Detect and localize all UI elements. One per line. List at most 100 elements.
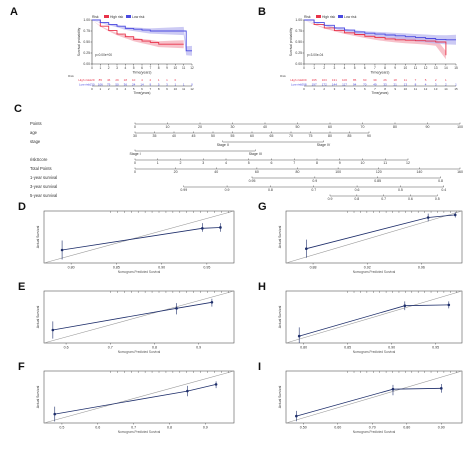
- x-axis-title: Nomogram-Predicted Survival: [353, 350, 396, 354]
- risk-table-count: 195: [312, 78, 317, 82]
- y-axis-title: Actual Survival: [278, 386, 282, 409]
- legend-label: Low risk: [132, 15, 145, 19]
- risk-table-count: 29: [115, 78, 119, 82]
- risk-table-x-tick: 6: [364, 87, 366, 91]
- risk-table-count: 4: [141, 78, 143, 82]
- calibration-point: [295, 414, 298, 418]
- calibration-point: [214, 383, 218, 386]
- risk-table-x-tick: 10: [404, 87, 408, 91]
- legend-swatch: [104, 15, 109, 18]
- nomogram-tick-label: 60: [250, 134, 254, 138]
- calibration-point: [305, 247, 308, 250]
- x-tick-label: 0.8: [167, 426, 172, 430]
- risk-table-x-tick: 4: [124, 87, 126, 91]
- nomogram-tick-label: 0.8: [438, 179, 443, 183]
- y-tick-label: 0.25: [83, 51, 90, 55]
- calibration-chart-d: 0.80 0.85 0.90 0.95 Nomogram-Predicted Survi…: [36, 210, 235, 274]
- risk-table-count: 1: [166, 78, 168, 82]
- y-axis-title: Actual Survival: [278, 306, 282, 329]
- x-tick-label: 9: [166, 66, 168, 70]
- x-tick-label: 0.90: [158, 266, 165, 270]
- nomogram-tick-label: 45: [192, 134, 196, 138]
- risk-table-x-tick: 0: [303, 87, 305, 91]
- calibration-point: [175, 307, 178, 310]
- x-tick-label: 0.90: [438, 426, 445, 430]
- calibration-point: [403, 304, 407, 308]
- nomogram-tick-label: 35: [153, 134, 157, 138]
- survival-curve-low-risk: [304, 19, 456, 41]
- calibration-point: [51, 328, 55, 332]
- x-tick-label: 3: [116, 66, 118, 70]
- risk-table-count: 117: [342, 83, 347, 87]
- y-tick-label: 1.00: [83, 18, 90, 22]
- risk-table-count: 7: [415, 78, 417, 82]
- nomogram-tick-label: 8: [316, 161, 318, 165]
- risk-table-count: 131: [332, 78, 337, 82]
- nomogram-tick-label: 0: [134, 161, 136, 165]
- x-tick-label: 2: [108, 66, 110, 70]
- survival-curve-high-risk: [92, 19, 184, 45]
- nomogram-tick-label: 0.7: [381, 197, 386, 201]
- risk-table-count: 49: [373, 83, 377, 87]
- x-tick-label: 10: [174, 66, 178, 70]
- y-axis-title: Actual Survival: [278, 226, 282, 249]
- risk-table-count: 5: [158, 83, 160, 87]
- risk-table-x-tick: 8: [158, 87, 160, 91]
- risk-table-x-tick: 0: [91, 87, 93, 91]
- x-tick-label: 0.50: [300, 426, 307, 430]
- nomogram-tick-label: 50: [211, 134, 215, 138]
- panel-label-b: B: [258, 6, 266, 18]
- survival-curve-low-risk: [92, 19, 192, 52]
- nomogram-tick-label: 11: [383, 161, 387, 165]
- nomogram-row-label: 5-year survival: [30, 193, 57, 198]
- x-tick-label: 0.6: [95, 426, 100, 430]
- risk-table-x-tick: 4: [344, 87, 346, 91]
- x-tick-label: 0.92: [364, 266, 371, 270]
- x-tick-label: 0.8: [152, 346, 157, 350]
- risk-table-x-tick: 10: [174, 87, 178, 91]
- x-tick-label: 0.7: [108, 346, 113, 350]
- x-tick-label: 0.9: [196, 346, 201, 350]
- nomogram-tick-label: 70: [361, 125, 365, 129]
- nomogram-tick-label: 9: [339, 161, 341, 165]
- x-tick-label: 13: [434, 66, 438, 70]
- x-axis-title: Nomogram-Predicted Survival: [118, 350, 161, 354]
- x-tick-label: 6: [141, 66, 143, 70]
- nomogram-tick-label: 85: [348, 134, 352, 138]
- ideal-line: [43, 210, 235, 264]
- nomogram-row-label: Points: [30, 121, 42, 126]
- risk-table-count: 85: [99, 78, 103, 82]
- risk-table-x-tick: 1: [313, 87, 315, 91]
- risk-table-x-tick: 11: [414, 87, 417, 91]
- nomogram-tick-label: Stage II: [217, 143, 229, 147]
- risk-table-x-tick: 12: [190, 87, 194, 91]
- risk-table-x-tick: 3: [116, 87, 118, 91]
- risk-table-count: 1: [174, 83, 176, 87]
- x-tick-label: 1: [313, 66, 315, 70]
- x-tick-label: 0.96: [418, 266, 425, 270]
- risk-table-x-tick: 7: [149, 87, 151, 91]
- nomogram-tick-label: 20: [174, 170, 178, 174]
- nomogram-tick-label: 80: [393, 125, 397, 129]
- risk-table-count: 9: [149, 83, 151, 87]
- risk-table-count: 70: [363, 83, 367, 87]
- nomogram-tick-label: 90: [367, 134, 371, 138]
- panel-label-a: A: [10, 6, 18, 18]
- risk-table-count: 2: [149, 78, 151, 82]
- x-tick-label: 0.70: [369, 426, 376, 430]
- y-tick-label: 0.50: [295, 40, 302, 44]
- calibration-point: [439, 387, 443, 390]
- risk-table-count: 13: [404, 83, 408, 87]
- ci-band: [92, 20, 184, 49]
- x-tick-label: 0: [303, 66, 305, 70]
- nomogram-tick-label: 40: [263, 125, 267, 129]
- calibration-chart-i: 0.50 0.60 0.70 0.80 0.90 Nomogram-Predicted S…: [278, 370, 463, 434]
- x-tick-label: 0.60: [334, 426, 341, 430]
- x-tick-label: 12: [424, 66, 428, 70]
- risk-table-x-tick: 6: [141, 87, 143, 91]
- risk-table-count: 94: [353, 83, 357, 87]
- legend-swatch: [126, 15, 131, 18]
- calibration-point: [447, 303, 451, 307]
- nomogram-tick-label: 0.9: [225, 188, 230, 192]
- x-tick-label: 8: [384, 66, 386, 70]
